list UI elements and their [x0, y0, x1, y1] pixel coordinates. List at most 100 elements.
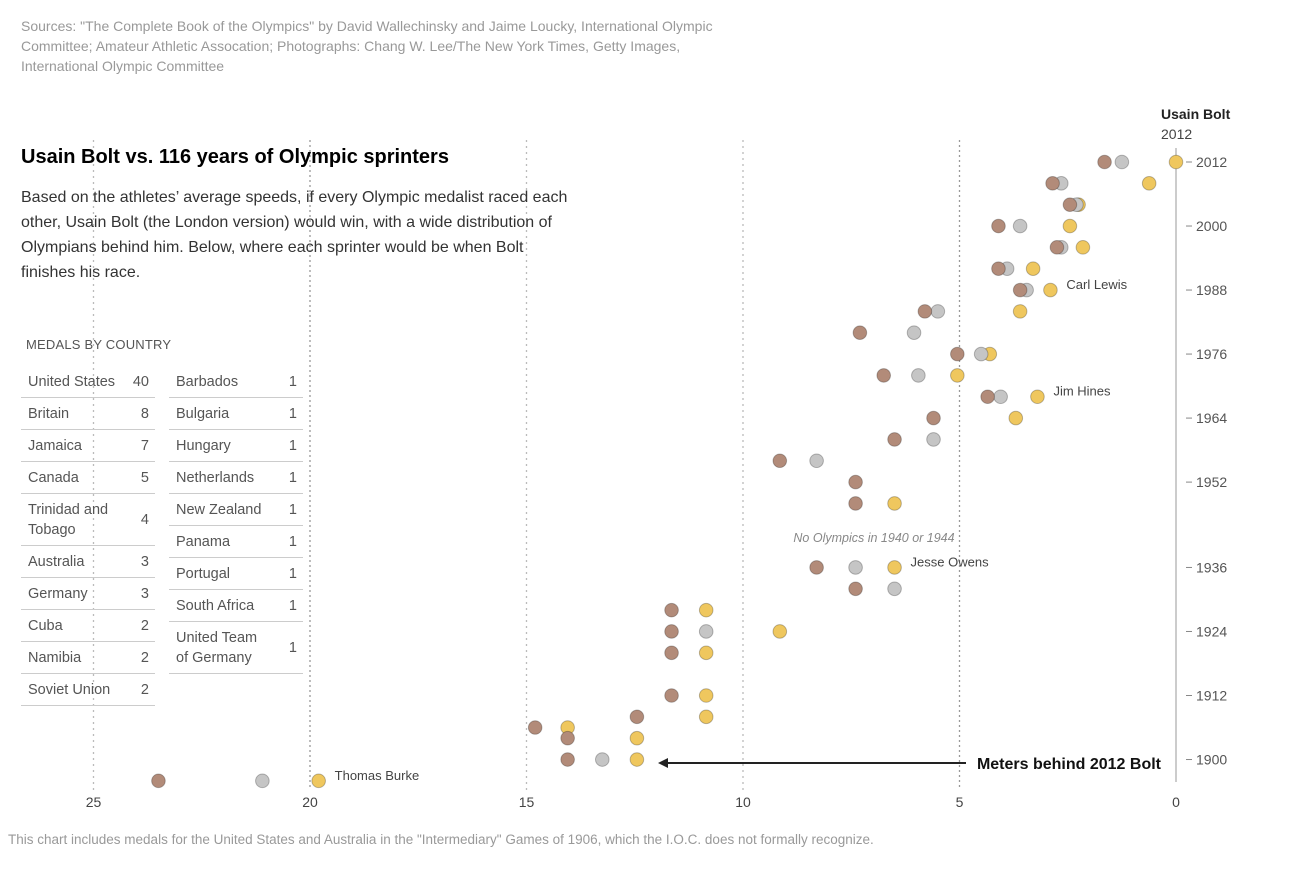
no-olympics-note: No Olympics in 1940 or 1944: [793, 531, 954, 545]
point-silver: [926, 432, 941, 447]
medal-country: South Africa: [176, 598, 255, 614]
headline: Usain Bolt vs. 116 years of Olympic spri…: [21, 146, 449, 168]
medal-count: 8: [140, 406, 149, 422]
point-gold: [698, 645, 714, 661]
point-bronze: [629, 709, 645, 725]
medal-row: Soviet Union 2: [21, 674, 155, 706]
medal-row: Jamaica 7: [21, 430, 155, 462]
medal-count: 3: [140, 586, 149, 602]
footnote: This chart includes medals for the Unite…: [8, 832, 874, 847]
point-bronze: [560, 730, 575, 746]
point-gold: [629, 730, 645, 746]
x-tick-label: 0: [1172, 794, 1180, 810]
y-tick-label: 1988: [1196, 282, 1227, 298]
deck-text: Based on the athletes’ average speeds, i…: [21, 189, 568, 281]
athlete-annotation: Jim Hines: [1053, 384, 1111, 399]
x-tick-label: 10: [735, 794, 751, 810]
medal-row: Namibia 2: [21, 642, 155, 674]
point-silver: [930, 304, 946, 319]
point-silver: [594, 752, 610, 767]
point-gold: [772, 624, 788, 639]
medal-country: Barbados: [176, 374, 239, 390]
point-bronze: [991, 218, 1006, 234]
point-bronze: [772, 453, 788, 469]
arrow-head: [658, 758, 668, 768]
medal-count: 4: [140, 512, 149, 528]
medal-row: Britain 8: [21, 398, 155, 430]
point-silver: [255, 773, 270, 789]
point-gold: [698, 602, 714, 618]
medal-row: Australia 3: [21, 546, 155, 578]
medal-count: 5: [140, 470, 149, 486]
point-gold: [1062, 218, 1078, 234]
point-bronze: [887, 432, 902, 447]
x-axis-label: Meters behind 2012 Bolt: [977, 756, 1162, 773]
medal-count: 1: [288, 566, 297, 582]
medal-count: 2: [140, 682, 149, 698]
medal-count: 2: [140, 650, 149, 666]
medal-row: Panama 1: [169, 526, 303, 558]
y-tick-label: 1936: [1196, 559, 1227, 575]
point-gold: [950, 368, 965, 383]
medal-count: 1: [288, 438, 297, 454]
point-gold: [629, 752, 645, 767]
medal-country: Portugal: [176, 566, 231, 582]
medal-row: New Zealand 1: [169, 494, 303, 526]
medal-row: Hungary 1: [169, 430, 303, 462]
medal-count: 1: [288, 470, 297, 486]
bolt-label-name: Usain Bolt: [1161, 106, 1231, 122]
medal-country: Netherlands: [176, 470, 255, 486]
point-bronze: [664, 624, 679, 639]
point-bronze: [950, 346, 965, 362]
bolt-label-year: 2012: [1161, 126, 1192, 142]
medal-row: Netherlands 1: [169, 462, 303, 494]
point-gold: [887, 560, 902, 575]
point-bronze: [991, 261, 1006, 277]
y-tick-label: 2012: [1196, 154, 1227, 170]
sources-note: Sources: "The Complete Book of the Olymp…: [21, 18, 713, 74]
point-gold: [698, 709, 714, 725]
medal-country: Trinidad and Tobago: [28, 502, 109, 538]
medal-row: United Team of Germany 1: [169, 622, 303, 674]
medal-row: South Africa 1: [169, 590, 303, 622]
y-tick-label: 1964: [1196, 410, 1227, 426]
medals-column-2: Barbados 1 Bulgaria 1 Hungary 1 Netherlands 1 Ne…: [169, 366, 303, 674]
point-bronze: [917, 304, 933, 319]
x-axis: 25 20 15 10 5 0: [86, 794, 1180, 810]
point-bronze: [664, 688, 679, 703]
medal-country: United Team of Germany: [176, 630, 258, 666]
y-tick-label: 1924: [1196, 623, 1227, 639]
y-axis: 2012 2000 1988 1976 1964 1952 1936 1924 1912 1900: [1175, 148, 1227, 782]
point-silver: [906, 325, 922, 341]
medal-count: 1: [288, 598, 297, 614]
x-tick-label: 20: [302, 794, 318, 810]
point-silver: [1012, 218, 1028, 234]
point-bronze: [848, 496, 863, 511]
point-gold: [1008, 410, 1024, 426]
medal-count: 7: [140, 438, 149, 454]
point-bronze: [664, 602, 679, 618]
point-gold: [1012, 304, 1028, 319]
point-gold: [311, 773, 326, 789]
athlete-annotation: Thomas Burke: [335, 768, 420, 783]
medal-country: Namibia: [28, 650, 82, 666]
medal-row: United States 40: [21, 366, 155, 398]
medal-row: Portugal 1: [169, 558, 303, 590]
athlete-annotation: Carl Lewis: [1066, 277, 1127, 292]
x-tick-label: 5: [956, 794, 964, 810]
medal-row: Bulgaria 1: [169, 398, 303, 430]
point-bronze: [926, 410, 941, 426]
gridlines: [92, 140, 961, 790]
point-bronze: [527, 720, 543, 735]
medal-country: Jamaica: [28, 438, 82, 454]
y-tick-label: 1900: [1196, 752, 1227, 768]
point-bronze: [560, 752, 575, 767]
point-silver: [848, 560, 863, 575]
y-tick-label: 1976: [1196, 346, 1227, 362]
point-gold: [1075, 240, 1091, 255]
point-bronze: [1049, 240, 1065, 255]
medal-count: 1: [288, 534, 297, 550]
medal-count: 3: [140, 554, 149, 570]
point-bronze: [1062, 197, 1078, 212]
